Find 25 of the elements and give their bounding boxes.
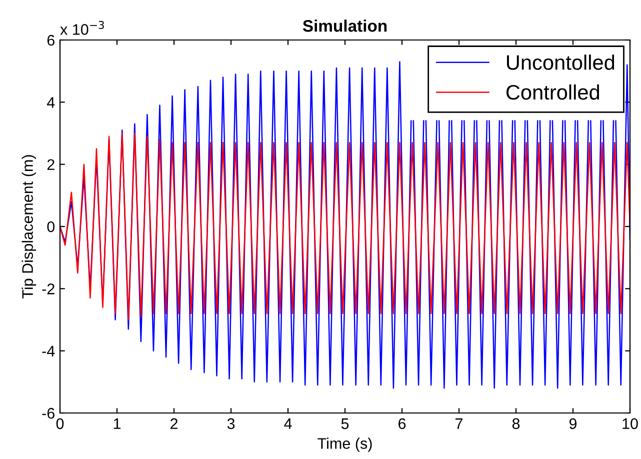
- x-tick-label: 1: [114, 418, 121, 429]
- x-tick-label: 9: [569, 418, 577, 430]
- line-series: [60, 132, 630, 320]
- text: x 10$^{−3}$: [60, 20, 104, 35]
- y-tick-label: 0: [47, 221, 55, 232]
- y-tick-label: -2: [42, 284, 54, 294]
- x-tick-label: 7: [456, 418, 462, 429]
- x-tick-label: 0: [56, 418, 64, 430]
- y-tick-label: -6: [42, 408, 54, 419]
- y-tick-label: 6: [47, 34, 54, 46]
- chart-title: Simulation: [302, 20, 387, 32]
- y-tick-label: -4: [42, 346, 55, 356]
- x-tick-label: 6: [398, 418, 406, 430]
- x-tick-label: 2: [170, 418, 178, 429]
- y-tick-label: 2: [47, 159, 54, 170]
- x-tick-label: 10: [622, 418, 638, 430]
- x-tick-label: 3: [227, 418, 235, 430]
- x-tick-label: 4: [284, 418, 292, 429]
- x-axis-title: Time (s): [318, 438, 372, 452]
- legend-label: Controlled: [506, 84, 600, 100]
- x-tick-label: 8: [512, 418, 520, 430]
- legend-label: Uncontolled: [507, 54, 614, 70]
- y-axis-title: Tip Displacement (m): [22, 155, 36, 298]
- x-tick-label: 5: [341, 418, 349, 430]
- y-tick-label: 4: [46, 97, 55, 108]
